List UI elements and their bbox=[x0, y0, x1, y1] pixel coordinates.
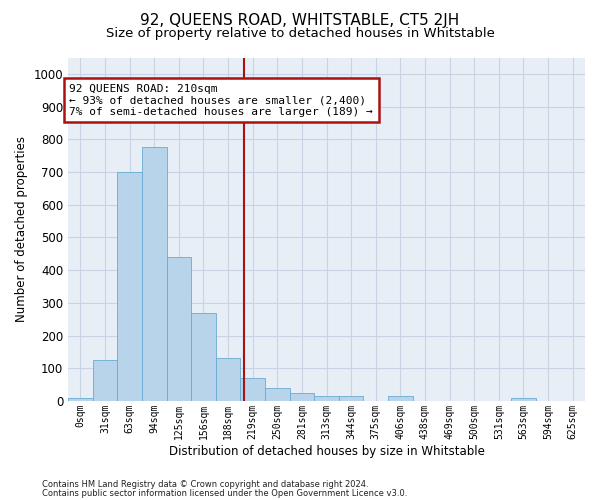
Bar bbox=[290, 392, 314, 401]
Text: Size of property relative to detached houses in Whitstable: Size of property relative to detached ho… bbox=[106, 28, 494, 40]
Text: 92 QUEENS ROAD: 210sqm
← 93% of detached houses are smaller (2,400)
7% of semi-d: 92 QUEENS ROAD: 210sqm ← 93% of detached… bbox=[69, 84, 373, 117]
Bar bbox=[388, 396, 413, 401]
Bar bbox=[511, 398, 536, 401]
Bar bbox=[117, 172, 142, 401]
Bar bbox=[92, 360, 117, 401]
Bar bbox=[167, 257, 191, 401]
X-axis label: Distribution of detached houses by size in Whitstable: Distribution of detached houses by size … bbox=[169, 444, 484, 458]
Bar bbox=[314, 396, 339, 401]
Bar bbox=[265, 388, 290, 401]
Text: Contains HM Land Registry data © Crown copyright and database right 2024.: Contains HM Land Registry data © Crown c… bbox=[42, 480, 368, 489]
Bar bbox=[339, 396, 364, 401]
Text: 92, QUEENS ROAD, WHITSTABLE, CT5 2JH: 92, QUEENS ROAD, WHITSTABLE, CT5 2JH bbox=[140, 12, 460, 28]
Bar bbox=[142, 148, 167, 401]
Bar bbox=[191, 312, 216, 401]
Bar bbox=[68, 398, 92, 401]
Bar bbox=[216, 358, 241, 401]
Text: Contains public sector information licensed under the Open Government Licence v3: Contains public sector information licen… bbox=[42, 488, 407, 498]
Bar bbox=[241, 378, 265, 401]
Y-axis label: Number of detached properties: Number of detached properties bbox=[15, 136, 28, 322]
